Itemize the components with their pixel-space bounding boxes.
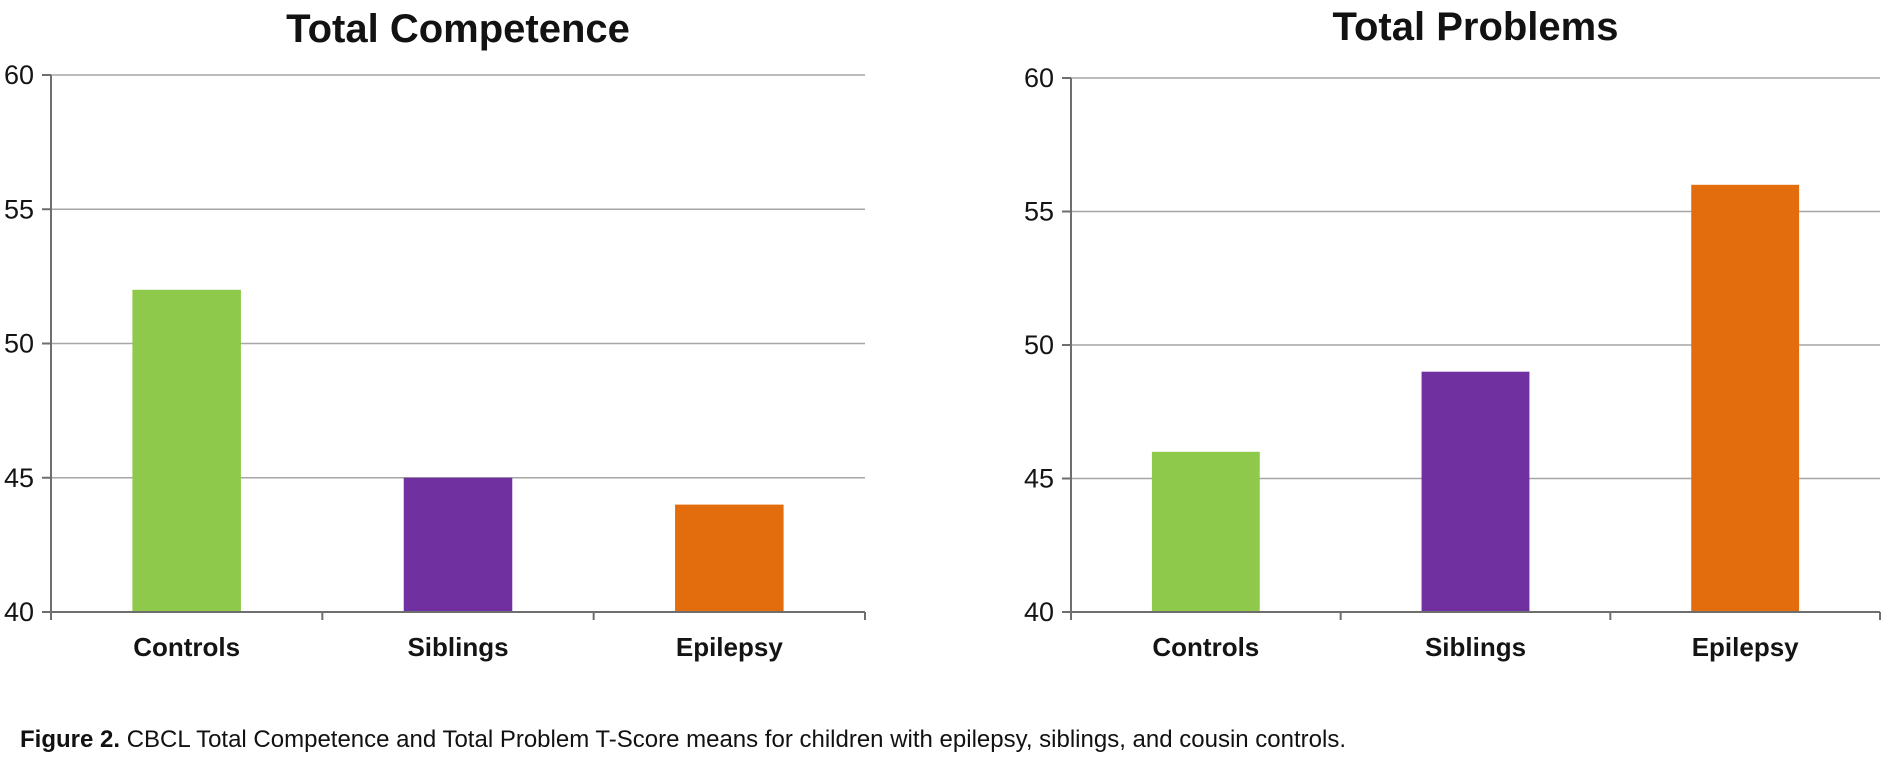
figure-caption-label: Figure 2.	[20, 726, 121, 753]
y-tick-label: 60	[4, 60, 34, 90]
y-tick-label: 45	[4, 463, 34, 493]
y-tick-label: 55	[4, 194, 34, 224]
figure-caption-text: CBCL Total Competence and Total Problem …	[120, 726, 1346, 753]
category-label-siblings: Siblings	[407, 632, 508, 662]
y-tick-label: 50	[4, 329, 34, 359]
y-tick-label: 60	[1024, 63, 1054, 93]
category-label-epilepsy: Epilepsy	[676, 632, 783, 662]
category-label-epilepsy: Epilepsy	[1692, 632, 1799, 662]
chart-title: Total Competence	[286, 7, 630, 51]
bar-controls	[1151, 451, 1260, 612]
category-label-controls: Controls	[1152, 632, 1259, 662]
y-tick-label: 45	[1024, 464, 1054, 494]
bar-siblings	[403, 477, 513, 612]
category-label-siblings: Siblings	[1425, 632, 1526, 662]
y-tick-label: 40	[4, 597, 34, 627]
category-label-controls: Controls	[133, 632, 240, 662]
y-tick-label: 40	[1024, 597, 1054, 627]
y-tick-label: 50	[1024, 330, 1054, 360]
chart-total-competence: Total Competence 40 45 50 55 60 Controls Siblin…	[4, 7, 866, 662]
figure-caption: Figure 2. CBCL Total Competence and Tota…	[20, 726, 1346, 754]
bar-epilepsy	[1691, 184, 1800, 613]
chart-title: Total Problems	[1333, 5, 1619, 49]
chart-total-problems: Total Problems 40 45 50 55 60 Controls Siblings…	[1024, 5, 1881, 662]
bar-epilepsy	[675, 504, 784, 612]
bar-siblings	[1421, 371, 1530, 612]
y-tick-label: 55	[1024, 197, 1054, 227]
bar-controls	[132, 289, 241, 612]
